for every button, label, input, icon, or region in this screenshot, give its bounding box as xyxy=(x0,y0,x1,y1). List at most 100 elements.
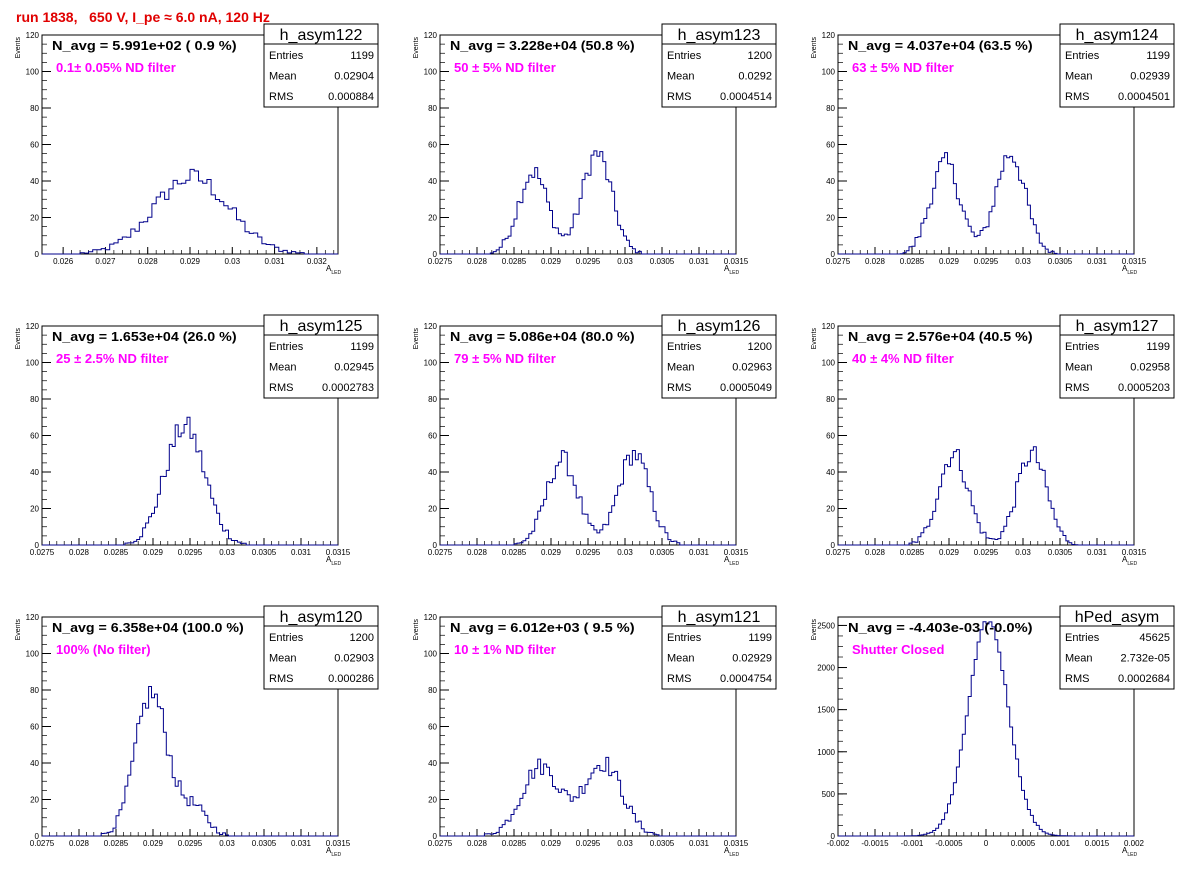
y-tick-label: 100 xyxy=(822,359,836,368)
stats-value: 1200 xyxy=(350,632,374,644)
x-axis-title-sub: LED xyxy=(729,561,739,567)
stats-value: 1199 xyxy=(350,341,374,353)
histogram-line xyxy=(440,150,736,255)
x-tick-label: 0.0275 xyxy=(30,839,55,848)
stats-value: 0.02904 xyxy=(334,71,374,83)
y-tick-label: 120 xyxy=(822,322,836,331)
x-tick-label: -0.0005 xyxy=(935,839,963,848)
stats-value: 1199 xyxy=(748,632,772,644)
stats-value: 0.0002783 xyxy=(322,382,374,394)
stats-box xyxy=(1059,314,1175,399)
stats-value: 0.000884 xyxy=(328,91,374,103)
navg-label: N_avg = 6.358e+04 (100.0 %) xyxy=(52,620,244,635)
x-axis-title-sub: LED xyxy=(1127,852,1137,858)
x-tick-label: 0.0305 xyxy=(1048,548,1073,557)
y-axis-title: Events xyxy=(811,328,818,350)
x-tick-label: 0.028 xyxy=(467,257,488,266)
y-tick-label: 60 xyxy=(428,723,437,732)
x-tick-label: 0.0015 xyxy=(1085,839,1110,848)
y-axis-title: Events xyxy=(413,619,420,641)
stats-label: Mean xyxy=(269,653,297,665)
y-tick-label: 0 xyxy=(433,250,438,259)
x-tick-label: 0.0295 xyxy=(576,257,601,266)
filter-label: 63 ± 5% ND filter xyxy=(852,60,954,75)
x-tick-label: 0.03 xyxy=(224,257,240,266)
y-tick-label: 0 xyxy=(831,832,836,841)
navg-label: N_avg = 4.037e+04 (63.5 %) xyxy=(848,38,1033,53)
stats-label: RMS xyxy=(269,673,293,685)
y-tick-label: 0 xyxy=(433,541,438,550)
x-tick-label: 0.029 xyxy=(939,257,960,266)
histogram-panel: 0 20 40 60 80 100 120 0.0275 0.028 0.0285 0.029 0.0… xyxy=(413,605,777,858)
stats-label: RMS xyxy=(1065,91,1089,103)
y-tick-label: 60 xyxy=(30,723,39,732)
histogram-line xyxy=(440,756,736,837)
x-tick-label: 0.031 xyxy=(689,548,710,557)
stats-box xyxy=(1059,23,1175,108)
histogram-panel: 0 20 40 60 80 100 120 0.0275 0.028 0.0285 0.029 0.0… xyxy=(413,23,777,276)
x-tick-label: 0.028 xyxy=(865,257,886,266)
x-axis-title-sub: LED xyxy=(729,852,739,858)
x-tick-label: 0.029 xyxy=(541,257,562,266)
y-tick-label: 40 xyxy=(428,177,437,186)
y-tick-label: 20 xyxy=(30,214,39,223)
stats-label: Entries xyxy=(269,632,304,644)
x-tick-label: 0.031 xyxy=(265,257,286,266)
x-tick-label: 0.0275 xyxy=(428,257,453,266)
stats-value: 0.02945 xyxy=(334,362,374,374)
stats-value: 0.02903 xyxy=(334,653,374,665)
stats-value: 1199 xyxy=(350,50,374,62)
x-tick-label: 0.001 xyxy=(1050,839,1071,848)
y-tick-label: 100 xyxy=(424,359,438,368)
histogram-panel: 0 20 40 60 80 100 120 0.0275 0.028 0.0285 0.029 0.0… xyxy=(413,314,777,567)
stats-box xyxy=(263,605,379,690)
y-tick-label: 20 xyxy=(428,505,437,514)
y-axis-title: Events xyxy=(15,328,22,350)
y-tick-label: 80 xyxy=(30,686,39,695)
x-tick-label: 0 xyxy=(984,839,989,848)
y-tick-label: 100 xyxy=(424,650,438,659)
x-tick-label: 0.031 xyxy=(291,839,312,848)
x-tick-label: 0.028 xyxy=(69,548,90,557)
x-tick-label: 0.0305 xyxy=(252,548,277,557)
x-tick-label: 0.026 xyxy=(53,257,74,266)
stats-label: RMS xyxy=(269,382,293,394)
stats-value: 0.02963 xyxy=(732,362,772,374)
y-tick-label: 60 xyxy=(30,141,39,150)
x-tick-label: 0.03 xyxy=(219,548,235,557)
y-tick-label: 100 xyxy=(822,68,836,77)
x-axis-title: ALED xyxy=(326,264,341,276)
x-tick-label: 0.0305 xyxy=(1048,257,1073,266)
stats-label: RMS xyxy=(667,91,691,103)
stats-value: 0.000286 xyxy=(328,673,374,685)
y-tick-label: 0 xyxy=(35,832,40,841)
x-tick-label: 0.029 xyxy=(143,548,164,557)
x-tick-label: 0.0315 xyxy=(326,548,351,557)
y-tick-label: 60 xyxy=(30,432,39,441)
stats-label: Entries xyxy=(667,50,702,62)
stats-value: 2.732e-05 xyxy=(1120,653,1170,665)
navg-label: N_avg = 5.991e+02 ( 0.9 %) xyxy=(52,38,237,53)
x-tick-label: 0.03 xyxy=(1015,548,1031,557)
x-tick-label: 0.031 xyxy=(1087,548,1108,557)
y-axis-title: Events xyxy=(413,37,420,59)
navg-label: N_avg = 2.576e+04 (40.5 %) xyxy=(848,329,1033,344)
stats-value: 0.0005049 xyxy=(720,382,772,394)
stats-label: Entries xyxy=(269,50,304,62)
y-tick-label: 80 xyxy=(30,395,39,404)
y-tick-label: 1000 xyxy=(817,748,835,757)
navg-label: N_avg = 5.086e+04 (80.0 %) xyxy=(450,329,635,344)
y-tick-label: 120 xyxy=(424,322,438,331)
y-tick-label: 20 xyxy=(30,505,39,514)
x-tick-label: 0.028 xyxy=(467,548,488,557)
histogram-title: h_asym123 xyxy=(678,27,761,44)
stats-label: Entries xyxy=(269,341,304,353)
x-tick-label: 0.03 xyxy=(1015,257,1031,266)
histogram-panel: 0 20 40 60 80 100 120 0.0275 0.028 0.0285 0.029 0.0… xyxy=(15,605,379,858)
y-tick-label: 1500 xyxy=(817,706,835,715)
filter-label: 40 ± 4% ND filter xyxy=(852,351,954,366)
y-tick-label: 0 xyxy=(831,541,836,550)
x-tick-label: 0.0275 xyxy=(428,548,453,557)
y-tick-label: 0 xyxy=(831,250,836,259)
histogram-title: h_asym121 xyxy=(678,609,761,626)
